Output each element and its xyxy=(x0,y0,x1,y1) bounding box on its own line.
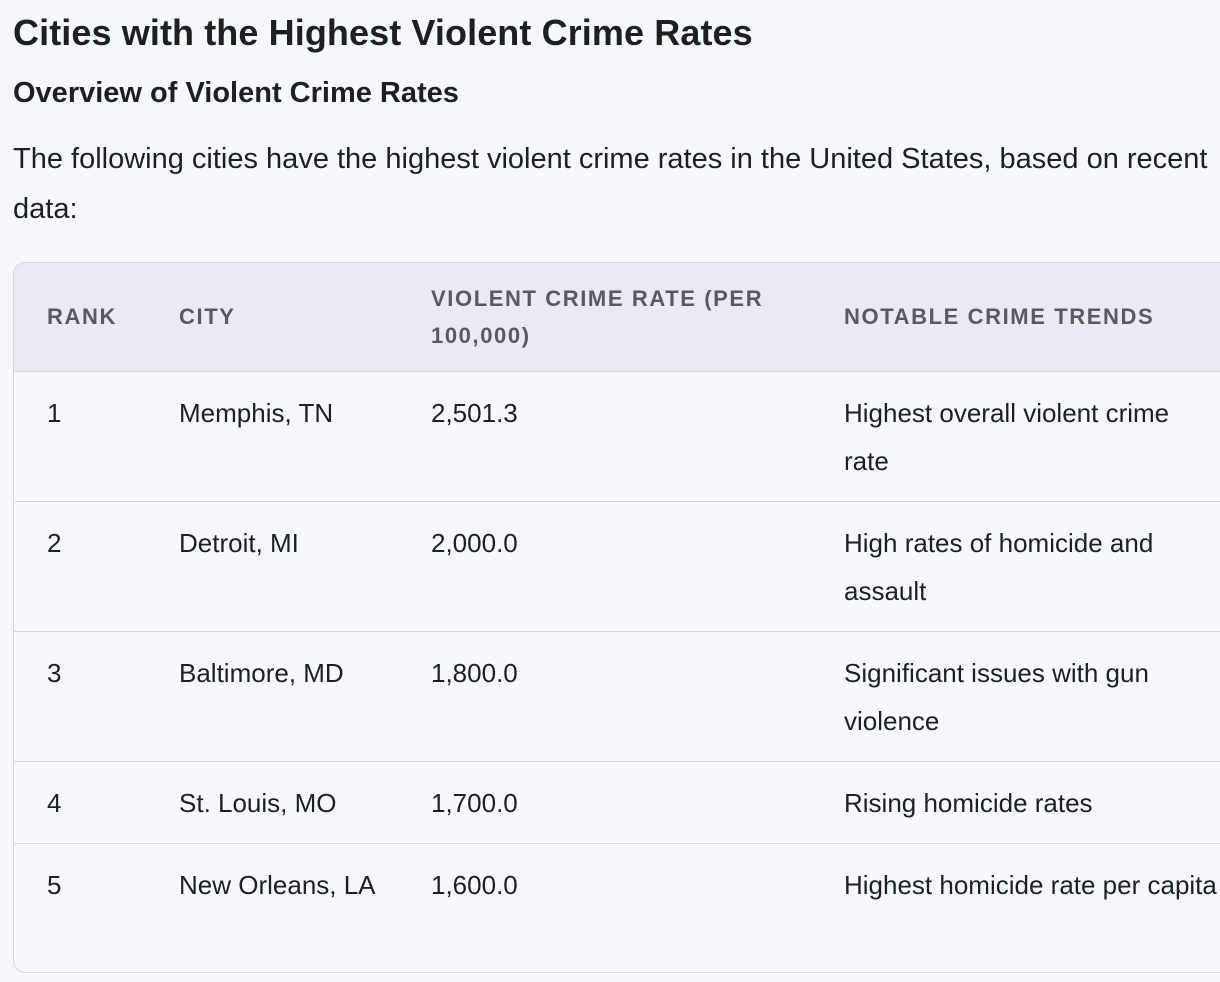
cell-trend: Rising homicide rates xyxy=(844,761,1220,844)
crime-rate-table: RANK CITY VIOLENT CRIME RATE (PER 100,00… xyxy=(14,263,1220,972)
page-title: Cities with the Highest Violent Crime Ra… xyxy=(13,12,753,53)
table-row: 5 New Orleans, LA 1,600.0 Highest homici… xyxy=(14,843,1220,972)
cell-city: Memphis, TN xyxy=(179,371,431,502)
cell-rate: 1,700.0 xyxy=(431,761,844,844)
cell-rank: 3 xyxy=(14,631,179,762)
table-body: 1 Memphis, TN 2,501.3 Highest overall vi… xyxy=(14,371,1220,972)
cell-trend: Significant issues with gun violence xyxy=(844,631,1220,762)
cell-rate: 2,000.0 xyxy=(431,501,844,632)
cell-city: New Orleans, LA xyxy=(179,869,376,900)
column-header-city: CITY xyxy=(179,263,431,372)
cell-rate: 1,600.0 xyxy=(431,869,518,900)
column-header-rank: RANK xyxy=(14,263,179,372)
cell-city: Detroit, MI xyxy=(179,501,431,632)
cell-trend: High rates of homicide and assault xyxy=(844,501,1220,632)
cell-city: Baltimore, MD xyxy=(179,631,431,762)
table-row: 4 St. Louis, MO 1,700.0 Rising homicide … xyxy=(14,761,1220,844)
column-header-violent-crime-rate: VIOLENT CRIME RATE (PER 100,000) xyxy=(431,263,844,372)
crime-rate-table-container: RANK CITY VIOLENT CRIME RATE (PER 100,00… xyxy=(13,262,1220,973)
intro-paragraph: The following cities have the highest vi… xyxy=(13,143,1208,225)
table-row: 3 Baltimore, MD 1,800.0 Significant issu… xyxy=(14,631,1220,762)
cell-rank: 4 xyxy=(14,761,179,844)
cell-rate: 1,800.0 xyxy=(431,631,844,762)
cell-rank: 5 xyxy=(47,869,62,900)
section-heading: Overview of Violent Crime Rates xyxy=(13,77,459,109)
table-row: 1 Memphis, TN 2,501.3 Highest overall vi… xyxy=(14,371,1220,502)
cell-rank: 2 xyxy=(14,501,179,632)
table-header-row: RANK CITY VIOLENT CRIME RATE (PER 100,00… xyxy=(14,263,1220,372)
cell-rank: 1 xyxy=(14,371,179,502)
column-header-notable-crime-trends: NOTABLE CRIME TRENDS xyxy=(844,263,1220,372)
cell-city: St. Louis, MO xyxy=(179,761,431,844)
table-header: RANK CITY VIOLENT CRIME RATE (PER 100,00… xyxy=(14,263,1220,372)
table-row: 2 Detroit, MI 2,000.0 High rates of homi… xyxy=(14,501,1220,632)
cell-trend: Highest overall violent crime rate xyxy=(844,371,1220,502)
cell-trend: Highest homicide rate per capita xyxy=(844,869,1217,900)
cell-rate: 2,501.3 xyxy=(431,371,844,502)
